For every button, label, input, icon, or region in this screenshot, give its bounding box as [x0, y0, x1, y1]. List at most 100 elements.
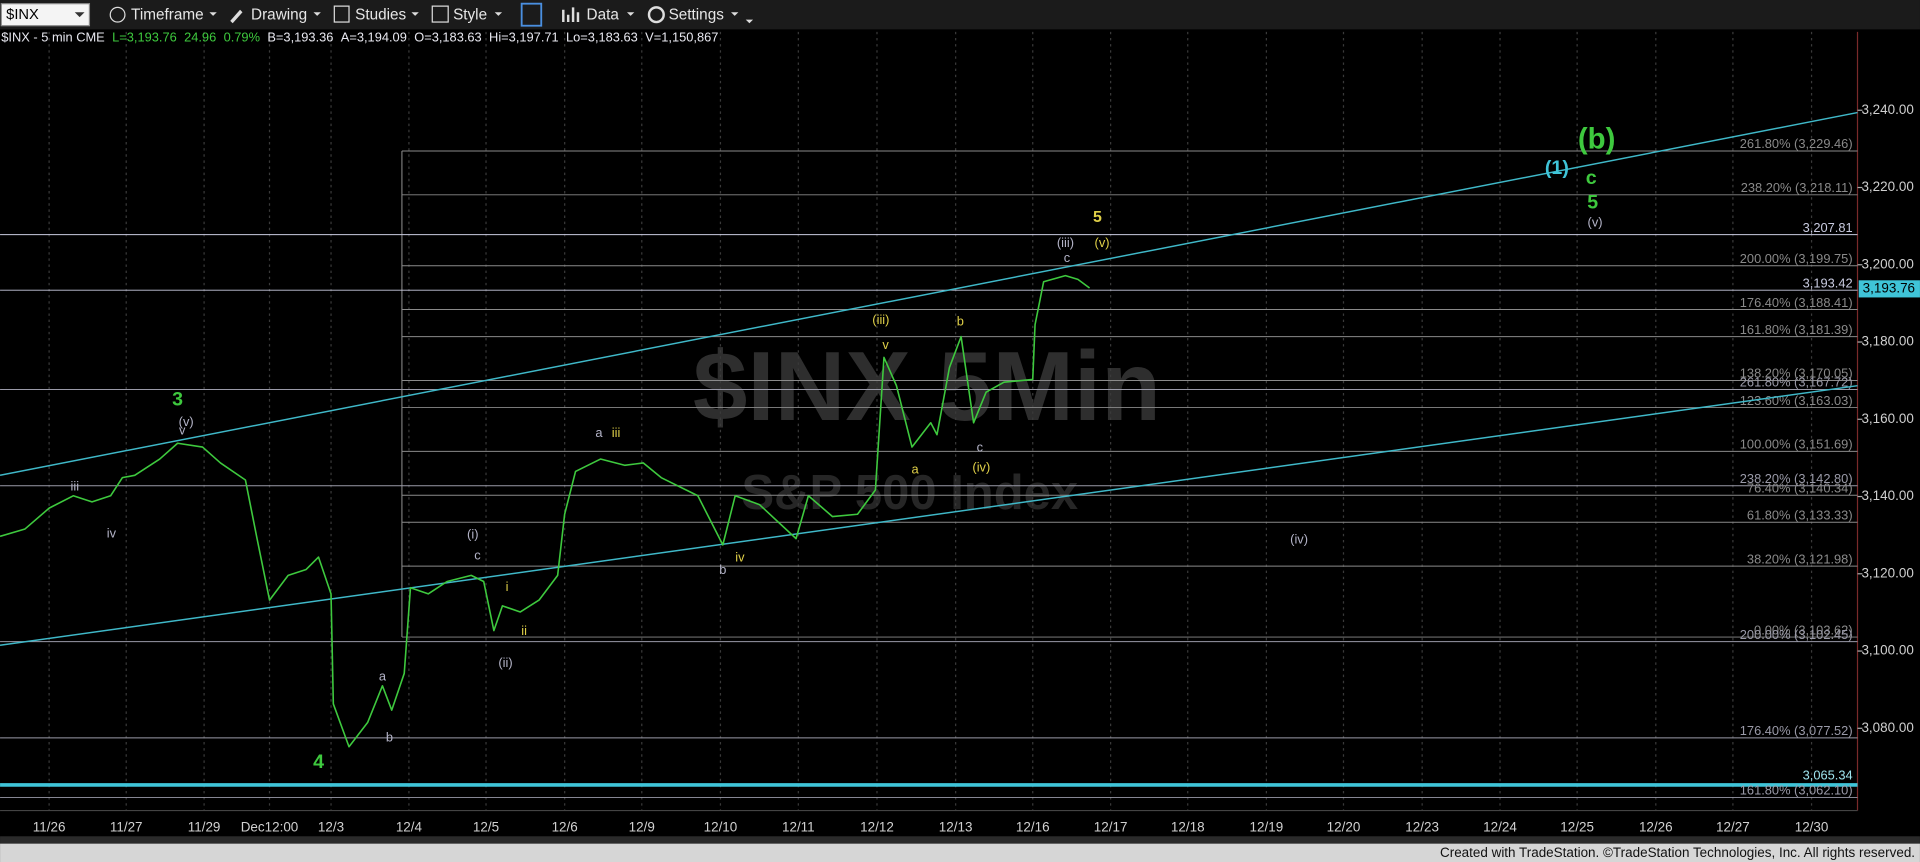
wave-label: b [719, 562, 726, 577]
style-icon[interactable] [431, 5, 449, 23]
last-price-label: 3,193.76 [1863, 280, 1915, 295]
wave-label: 5 [1587, 192, 1598, 214]
x-tick-label: 12/6 [552, 819, 578, 834]
wave-label: b [957, 313, 964, 328]
price-level-label: 0.00% (3,103.62) [1754, 622, 1853, 637]
dropdown-arrow[interactable] [74, 12, 85, 18]
watermark-title: $INX 5Min [693, 331, 1161, 441]
price-level-label: 38.20% (3,121.98) [1747, 551, 1853, 566]
price-level-label: 261.80% (3,229.46) [1740, 136, 1853, 151]
price-level-label: 238.20% (3,218.11) [1741, 180, 1853, 195]
wave-label: (i) [467, 527, 478, 542]
wave-label: a [595, 425, 603, 440]
wave-label: c [474, 547, 481, 562]
toolbar-item[interactable]: Data [587, 6, 620, 23]
symbol-box[interactable] [0, 3, 91, 27]
scrollbar [0, 836, 1920, 844]
dropdown-arrow[interactable] [494, 12, 503, 16]
price-level-label: 200.00% (3,102.45) [1740, 627, 1853, 642]
wave-label: v [882, 337, 889, 352]
last-price-box [1858, 280, 1920, 298]
wave-label: a [912, 462, 920, 477]
status-field: 24.96 [184, 29, 216, 44]
y-tick-label: 3,200.00 [1861, 256, 1913, 271]
wave-label: (v) [1095, 235, 1110, 250]
status-field: A=3,194.09 [341, 29, 407, 44]
x-tick-label: 12/13 [939, 819, 973, 834]
toolbar-item[interactable]: Style [453, 6, 487, 23]
toolbar-item[interactable]: Settings [669, 6, 725, 23]
status-field: L=3,193.76 [112, 29, 177, 44]
x-tick-label: 12/4 [396, 819, 423, 834]
wave-label: (b) [1578, 123, 1616, 156]
x-tick-label: 12/5 [473, 819, 499, 834]
footer: Created with TradeStation. ©TradeStation… [1440, 845, 1915, 860]
dropdown-arrow[interactable] [411, 12, 419, 16]
price-level-label: 61.80% (3,133.33) [1747, 508, 1853, 523]
price-level-label: 3,065.34 [1803, 768, 1853, 783]
wave-label: iv [735, 550, 745, 565]
symbol-input[interactable]: $INX [6, 7, 39, 23]
status-line: $INX - 5 min CME L=3,193.76 24.96 0.79% B=3,… [1, 29, 718, 44]
x-tick-label: 12/27 [1716, 819, 1750, 834]
price-level-label: 238.20% (3,142.80) [1740, 471, 1853, 486]
price-level-label: 161.80% (3,181.39) [1740, 322, 1853, 337]
x-tick-label: 12/19 [1250, 819, 1284, 834]
price-level-label: 138.20% (3,170.05) [1740, 366, 1853, 381]
toolbar-item[interactable]: Timeframe [131, 6, 204, 23]
toolbar-item[interactable]: Drawing [251, 6, 307, 23]
y-tick-label: 3,100.00 [1861, 643, 1913, 658]
wave-label: (iv) [972, 459, 990, 474]
data-icon[interactable] [562, 7, 580, 23]
wave-label: (1) [1545, 157, 1569, 179]
y-tick-label: 3,120.00 [1861, 565, 1913, 580]
x-tick-label: 12/30 [1795, 819, 1829, 834]
dropdown-arrow[interactable] [626, 12, 635, 16]
x-tick-label: 12/12 [860, 819, 894, 834]
y-tick-label: 3,080.00 [1861, 720, 1913, 735]
x-tick-label: Dec12:00 [241, 819, 299, 834]
drawing-icon[interactable] [230, 9, 243, 24]
wave-label: (iv) [1290, 532, 1308, 547]
wave-label: 4 [313, 751, 324, 773]
x-tick-label: 12/18 [1171, 819, 1205, 834]
x-tick-label: 12/24 [1483, 819, 1517, 834]
price-level-label: 3,193.42 [1803, 275, 1853, 290]
wave-label: 5 [1093, 209, 1102, 226]
x-tick-label: 12/9 [629, 819, 655, 834]
wave-label: c [977, 440, 984, 455]
status-field: V=1,150,867 [645, 29, 718, 44]
dropdown-arrow[interactable] [731, 12, 739, 16]
y-tick-label: 3,160.00 [1861, 411, 1913, 426]
price-level-label: 176.40% (3,188.41) [1740, 295, 1853, 310]
studies-icon[interactable] [333, 5, 350, 23]
wave-label: (iii) [1057, 235, 1074, 250]
wave-label: i [506, 579, 509, 594]
y-tick-label: 3,220.00 [1861, 179, 1913, 194]
price-level-label: 76.40% (3,140.34) [1747, 480, 1853, 495]
wave-label: v [179, 422, 186, 437]
dropdown-arrow[interactable] [209, 12, 217, 16]
x-tick-label: 12/17 [1094, 819, 1128, 834]
timeframe-icon[interactable] [109, 6, 126, 23]
layout-icon[interactable] [520, 2, 543, 27]
dropdown-arrow[interactable] [313, 12, 321, 16]
wave-label: iv [107, 525, 117, 540]
dropdown-arrow[interactable] [745, 19, 754, 24]
status-field: 0.79% [224, 29, 260, 44]
status-field: Lo=3,183.63 [566, 29, 638, 44]
trendline [0, 111, 1858, 477]
wave-label: ii [521, 623, 527, 638]
wave-label: b [386, 730, 393, 745]
trendline [0, 384, 1858, 646]
price-level-label: 200.00% (3,199.75) [1740, 251, 1853, 266]
toolbar-item[interactable]: Studies [355, 6, 406, 23]
wave-label: (v) [179, 414, 194, 429]
x-tick-label: 11/27 [110, 819, 143, 834]
x-tick-label: 12/16 [1016, 819, 1050, 834]
x-tick-label: 11/26 [33, 819, 66, 834]
settings-icon[interactable] [647, 6, 665, 24]
x-tick-label: 12/23 [1405, 819, 1439, 834]
